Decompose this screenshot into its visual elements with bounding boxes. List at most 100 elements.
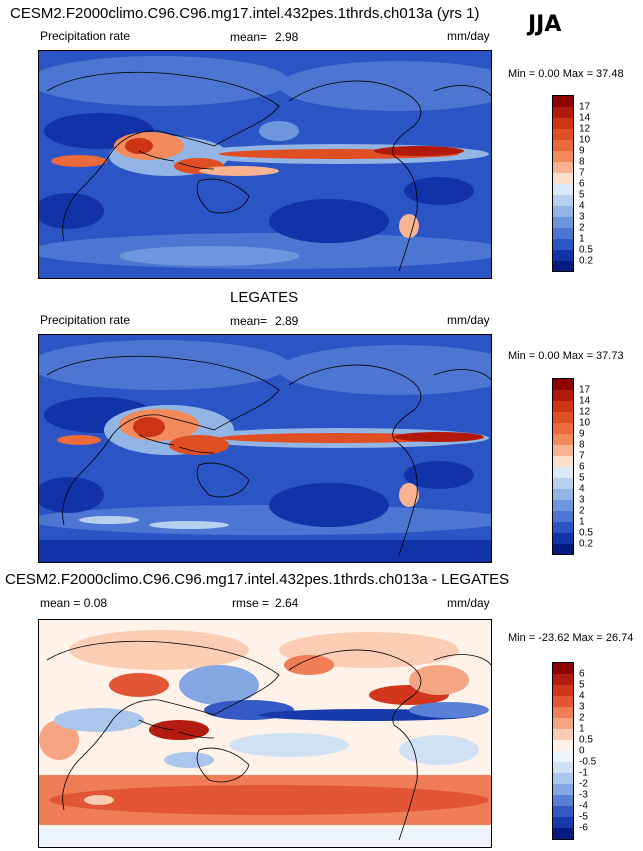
colorbar-tick-label: 8 — [579, 439, 585, 451]
mean-label-obs: mean= — [230, 314, 268, 328]
colorbar-swatch — [553, 434, 573, 445]
field-label-model: Precipitation rate — [40, 29, 131, 43]
colorbar-tick-label: 1 — [579, 723, 585, 735]
colorbar-tick-label: 6 — [579, 461, 585, 473]
colorbar-swatch — [553, 806, 573, 817]
colorbar-swatch — [553, 390, 573, 401]
colorbar-tick-label: 10 — [579, 134, 591, 146]
colorbar-tick-label: -2 — [579, 778, 588, 790]
colorbar-swatch — [553, 685, 573, 696]
colorbar-tick-label: 6 — [579, 668, 585, 680]
colorbar-tick-label: -4 — [579, 800, 588, 812]
colorbar-tick-label: 2 — [579, 712, 585, 724]
rmse-value-diff: 2.64 — [275, 596, 299, 610]
colorbar-swatch — [553, 228, 573, 239]
colorbar-tick-label: 2 — [579, 505, 585, 517]
minmax-model: Min = 0.00 Max = 37.48 — [508, 68, 624, 80]
colorbar-tick-label: 17 — [579, 384, 591, 396]
colorbar-swatch — [553, 217, 573, 228]
colorbar-tick-label: -0.5 — [579, 756, 597, 768]
colorbar-swatch — [553, 828, 573, 839]
colorbar-diff: 6 5 4 3 2 1 0.5 0 -0.5 -1 -2 -3 -4 -5 -6 — [552, 662, 596, 840]
colorbar-tick-label: 6 — [579, 178, 585, 190]
colorbar-swatch — [553, 489, 573, 500]
colorbar-swatch — [553, 696, 573, 707]
colorbar-tick-label: 0.2 — [579, 538, 593, 550]
colorbar-tick-label: 0.5 — [579, 734, 593, 746]
colorbar-tick-label: 5 — [579, 679, 585, 691]
colorbar-model: 17 14 12 10 9 8 7 6 5 4 3 2 1 0.5 0.2 — [552, 95, 593, 272]
colorbar-swatch — [553, 817, 573, 828]
minmax-obs: Min = 0.00 Max = 37.73 — [508, 350, 624, 362]
colorbar-swatch — [553, 663, 573, 674]
colorbar-swatch — [553, 206, 573, 217]
precip-map-obs — [38, 334, 492, 563]
colorbar-swatch — [553, 729, 573, 740]
field-label-obs: Precipitation rate — [40, 313, 131, 327]
colorbar-swatch — [553, 173, 573, 184]
colorbar-swatch — [553, 250, 573, 261]
units-obs: mm/day — [447, 313, 490, 327]
colorbar-tick-label: 4 — [579, 483, 585, 495]
colorbar-swatch — [553, 740, 573, 751]
colorbar-swatch — [553, 467, 573, 478]
colorbar-swatch — [553, 140, 573, 151]
colorbar-tick-label: 4 — [579, 200, 585, 212]
colorbar-swatch — [553, 707, 573, 718]
colorbar-swatch — [553, 151, 573, 162]
colorbar-tick-label: 7 — [579, 450, 585, 462]
colorbar-swatch — [553, 533, 573, 544]
colorbar-tick-label: 10 — [579, 417, 591, 429]
colorbar-swatch — [553, 795, 573, 806]
rmse-label-diff: rmse = — [232, 596, 270, 610]
precip-map-diff — [38, 619, 492, 848]
colorbar-tick-label: 17 — [579, 101, 591, 113]
season-label: JJA — [528, 12, 562, 37]
colorbar-swatch — [553, 423, 573, 434]
colorbar-swatch — [553, 773, 573, 784]
colorbar-tick-label: 14 — [579, 112, 591, 124]
colorbar-swatch — [553, 674, 573, 685]
mean-value-model: 2.98 — [275, 30, 299, 44]
colorbar-tick-label: 12 — [579, 123, 591, 135]
colorbar-tick-label: 4 — [579, 690, 585, 702]
colorbar-tick-label: 7 — [579, 167, 585, 179]
colorbar-swatch — [553, 195, 573, 206]
colorbar-tick-label: 0 — [579, 745, 585, 757]
colorbar-tick-label: -6 — [579, 822, 588, 834]
colorbar-swatch — [553, 544, 573, 554]
colorbar-swatch — [553, 118, 573, 129]
minmax-diff: Min = -23.62 Max = 26.74 — [508, 632, 634, 644]
colorbar-tick-label: 5 — [579, 472, 585, 484]
colorbar-tick-label: 5 — [579, 189, 585, 201]
colorbar-swatch — [553, 445, 573, 456]
colorbar-tick-label: 3 — [579, 494, 585, 506]
colorbar-tick-label: 14 — [579, 395, 591, 407]
colorbar-swatch — [553, 96, 573, 107]
mean-value-obs: 2.89 — [275, 314, 299, 328]
colorbar-tick-label: 3 — [579, 701, 585, 713]
colorbar-tick-label: 9 — [579, 428, 585, 440]
colorbar-tick-label: 0.5 — [579, 527, 593, 539]
colorbar-obs: 17 14 12 10 9 8 7 6 5 4 3 2 1 0.5 0.2 — [552, 378, 593, 555]
colorbar-tick-label: 1 — [579, 233, 585, 245]
colorbar-tick-label: 9 — [579, 145, 585, 157]
colorbar-tick-label: 8 — [579, 156, 585, 168]
colorbar-swatch — [553, 784, 573, 795]
units-diff: mm/day — [447, 596, 490, 610]
colorbar-tick-label: -5 — [579, 811, 588, 823]
colorbar-swatch — [553, 379, 573, 390]
panel-title-obs: LEGATES — [230, 289, 299, 306]
colorbar-swatch — [553, 500, 573, 511]
colorbar-tick-label: 2 — [579, 222, 585, 234]
colorbar-swatch — [553, 522, 573, 533]
colorbar-swatch — [553, 107, 573, 118]
precip-map-model — [38, 50, 492, 279]
colorbar-swatch — [553, 412, 573, 423]
colorbar-swatch — [553, 401, 573, 412]
colorbar-tick-label: 0.2 — [579, 255, 593, 267]
colorbar-swatch — [553, 129, 573, 140]
colorbar-swatch — [553, 261, 573, 271]
colorbar-tick-label: -3 — [579, 789, 588, 801]
colorbar-swatch — [553, 762, 573, 773]
